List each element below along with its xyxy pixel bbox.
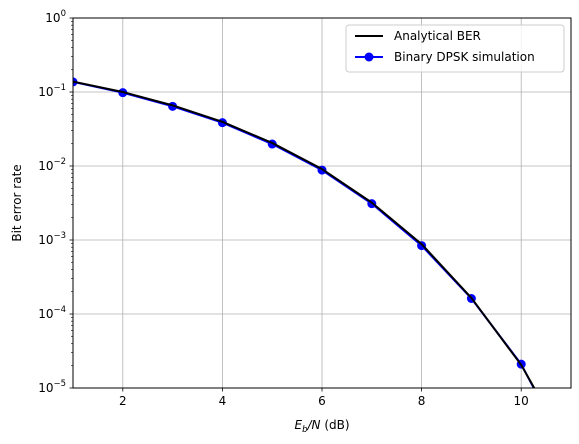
legend-box: [345, 24, 565, 73]
series-line-analytical-ber: [73, 80, 536, 388]
y-tick-exponent: −2: [53, 157, 66, 167]
x-tick-label: 8: [418, 394, 426, 408]
legend-marker-simulation: [364, 52, 374, 62]
x-axis-label: Eb/N (dB): [294, 418, 349, 435]
y-tick-base: 10: [38, 381, 53, 395]
x-tick-label: 6: [318, 394, 326, 408]
x-tick-label: 4: [219, 394, 227, 408]
y-axis-label: Bit error rate: [10, 164, 24, 241]
y-tick-label: 10−4: [38, 305, 66, 321]
x-tick-label: 10: [514, 394, 529, 408]
y-tick-exponent: 0: [61, 9, 66, 19]
legend-label-analytical: Analytical BER: [394, 29, 481, 43]
y-tick-exponent: −5: [53, 379, 66, 389]
x-axis-label-sub: b: [302, 425, 307, 435]
x-axis-label-unit: (dB): [321, 418, 350, 432]
y-tick-label: 10−1: [38, 83, 66, 99]
y-tick-label: 10−5: [38, 379, 66, 395]
y-tick-base: 10: [38, 233, 53, 247]
x-axis-label-n: /N: [306, 418, 320, 432]
x-axis-label-e: E: [294, 418, 302, 432]
y-tick-base: 10: [38, 85, 53, 99]
x-tick-label: 2: [119, 394, 127, 408]
legend: Analytical BER Binary DPSK simulation: [345, 24, 565, 73]
series-layer: [73, 77, 551, 416]
y-tick-base: 10: [38, 307, 53, 321]
y-tick-base: 10: [45, 11, 60, 25]
y-tick-base: 10: [38, 159, 53, 173]
y-tick-exponent: −4: [53, 305, 66, 315]
y-tick-label: 100: [45, 9, 66, 25]
series-line-binary-dpsk-simulation: [73, 80, 535, 388]
legend-label-simulation: Binary DPSK simulation: [394, 50, 535, 64]
y-tick-label: 10−3: [38, 231, 66, 247]
y-tick-label: 10−2: [38, 157, 66, 173]
y-tick-exponent: −3: [53, 231, 66, 241]
data-point: [542, 407, 551, 416]
y-tick-exponent: −1: [53, 83, 66, 93]
